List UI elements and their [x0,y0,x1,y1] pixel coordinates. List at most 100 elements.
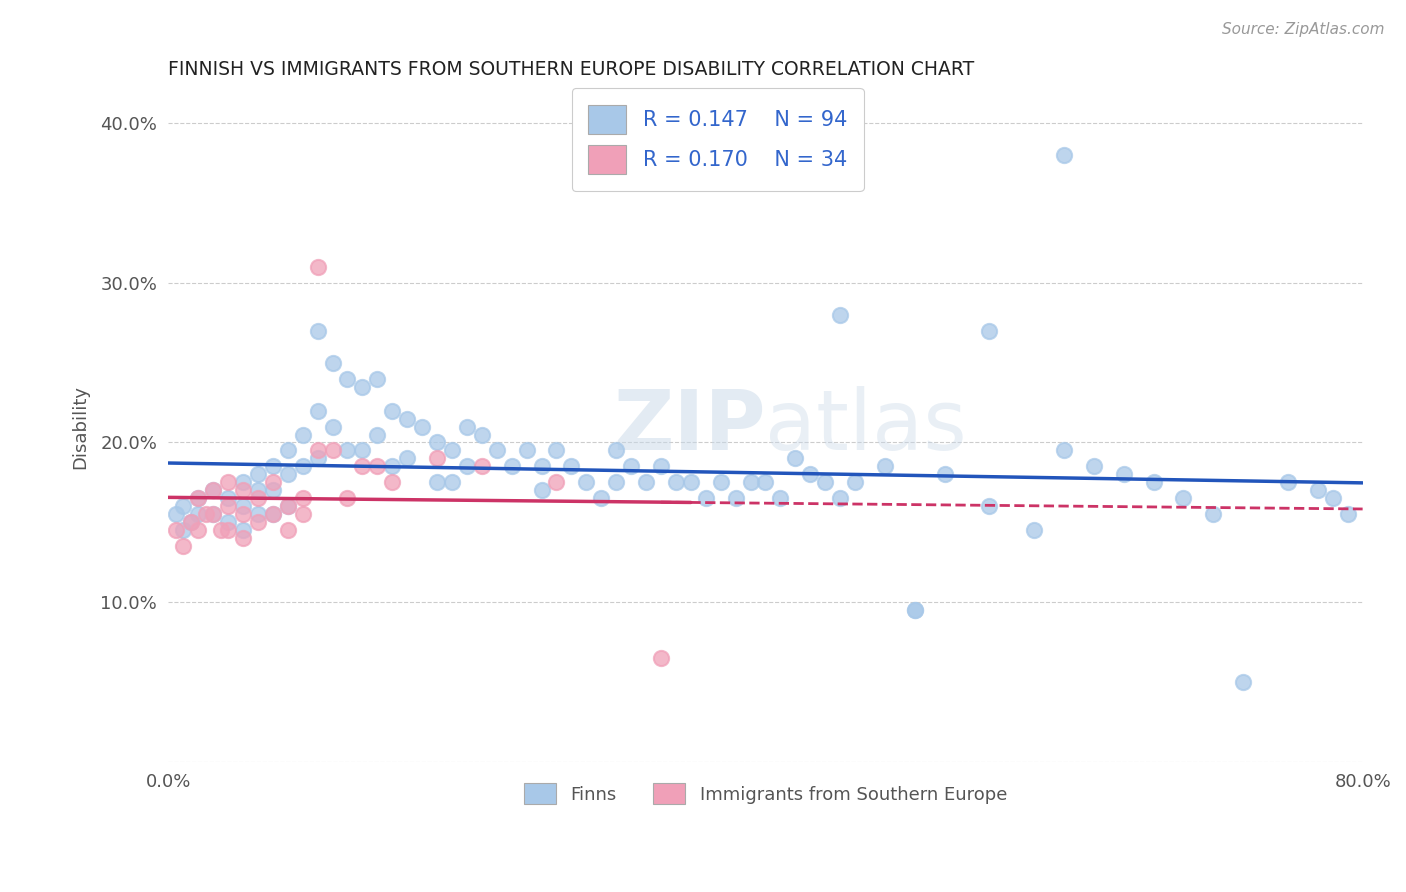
Point [754,475,776,490]
Point [336,371,359,385]
Point [650,459,672,474]
Point [605,443,627,458]
Point [560,459,582,474]
Point [799,467,821,482]
Point [830,491,852,506]
Point [352,379,374,393]
Point [291,508,314,522]
Point [262,459,284,474]
Text: Source: ZipAtlas.com: Source: ZipAtlas.com [1222,22,1385,37]
Point [202,483,225,498]
Point [232,475,254,490]
Point [814,475,837,490]
Point [336,443,359,458]
Point [232,500,254,514]
Point [679,475,702,490]
Point [202,508,225,522]
Point [209,523,232,537]
Point [336,491,359,506]
Point [1143,475,1166,490]
Point [277,523,299,537]
Point [180,516,202,530]
Point [740,475,762,490]
Point [396,451,419,466]
Point [262,483,284,498]
Point [217,491,239,506]
Point [1337,508,1360,522]
Point [904,603,927,617]
Point [277,500,299,514]
Point [217,523,239,537]
Point [769,491,792,506]
Point [366,371,388,385]
Point [277,500,299,514]
Point [262,508,284,522]
Point [246,491,269,506]
Point [202,508,225,522]
Point [1053,148,1076,162]
Point [546,475,568,490]
Point [277,467,299,482]
Point [1173,491,1195,506]
Point [322,419,344,434]
Point [440,475,463,490]
Point [217,500,239,514]
Text: atlas: atlas [765,386,967,467]
Point [172,500,194,514]
Point [873,459,896,474]
Text: FINNISH VS IMMIGRANTS FROM SOUTHERN EUROPE DISABILITY CORRELATION CHART: FINNISH VS IMMIGRANTS FROM SOUTHERN EURO… [169,60,974,78]
Point [1202,508,1225,522]
Point [180,516,202,530]
Point [979,324,1001,338]
Point [194,508,217,522]
Point [1306,483,1329,498]
Point [246,508,269,522]
Point [232,483,254,498]
Point [165,523,187,537]
Point [352,459,374,474]
Point [530,483,553,498]
Point [426,451,449,466]
Point [246,483,269,498]
Point [202,483,225,498]
Point [232,508,254,522]
Point [426,475,449,490]
Point [172,523,194,537]
Point [291,459,314,474]
Point [366,459,388,474]
Point [830,308,852,322]
Point [396,411,419,425]
Point [322,443,344,458]
Point [485,443,508,458]
Point [187,508,209,522]
Point [724,491,747,506]
Point [307,260,329,274]
Point [1277,475,1299,490]
Point [217,475,239,490]
Point [456,459,478,474]
Point [440,443,463,458]
Point [575,475,598,490]
Point [546,443,568,458]
Point [172,539,194,553]
Point [187,491,209,506]
Point [695,491,717,506]
Legend: Finns, Immigrants from Southern Europe: Finns, Immigrants from Southern Europe [515,774,1017,814]
Point [650,651,672,665]
Point [785,451,807,466]
Point [1232,675,1254,690]
Point [844,475,866,490]
Point [381,459,404,474]
Point [934,467,956,482]
Point [411,419,433,434]
Point [591,491,613,506]
Point [307,443,329,458]
Point [246,467,269,482]
Point [605,475,627,490]
Point [232,531,254,545]
Point [530,459,553,474]
Point [1083,459,1105,474]
Point [165,508,187,522]
Point [620,459,643,474]
Point [501,459,523,474]
